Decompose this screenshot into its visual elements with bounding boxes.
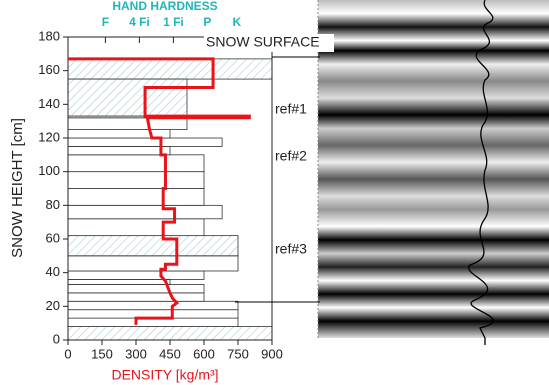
hardness-layer — [68, 118, 187, 130]
hardness-layer — [68, 293, 204, 301]
hardness-layer — [68, 327, 272, 340]
hardness-tick-label: F — [102, 15, 109, 29]
x-tick-label: 150 — [91, 346, 113, 361]
hardness-layer — [68, 59, 272, 79]
y-tick-label: 0 — [53, 331, 60, 346]
hardness-layer — [68, 256, 238, 271]
y-tick-label: 40 — [46, 264, 60, 279]
y-tick-label: 100 — [38, 163, 60, 178]
x-tick-label: 600 — [193, 346, 215, 361]
hardness-tick-label: 4 Fi — [129, 15, 150, 29]
y-tick-label: 80 — [46, 197, 60, 212]
hardness-layer — [68, 219, 204, 236]
y-tick-label: 140 — [38, 96, 60, 111]
hardness-layer — [68, 284, 204, 292]
hardness-tick-label: P — [203, 15, 211, 29]
x-tick-label: 750 — [227, 346, 249, 361]
hardness-tick-label: K — [233, 15, 242, 29]
annotation: ref#3 — [275, 241, 307, 257]
chart: HAND HARDNESS SNOW HEIGHT [cm] DENSITY [… — [0, 0, 549, 385]
x-tick-label: 450 — [159, 346, 181, 361]
hardness-layer — [68, 279, 170, 284]
x-axis-label: DENSITY [kg/m³] — [111, 367, 218, 383]
hardness-layer — [68, 205, 222, 218]
hardness-layer — [68, 189, 204, 206]
hardness-layer — [68, 301, 238, 309]
hardness-layer — [68, 79, 187, 116]
hardness-tick-label: 1 Fi — [163, 15, 184, 29]
y-axis-label: SNOW HEIGHT [cm] — [9, 118, 26, 258]
y-tick-label: 20 — [46, 298, 60, 313]
x-tick-label: 0 — [64, 346, 71, 361]
y-tick-label: 60 — [46, 230, 60, 245]
y-tick-label: 120 — [38, 129, 60, 144]
annotation: ref#2 — [275, 148, 307, 164]
radar-image — [318, 0, 549, 338]
annotation: ref#1 — [275, 101, 307, 117]
hardness-layer — [68, 236, 238, 256]
y-tick-label: 160 — [38, 62, 60, 77]
hardness-layer — [68, 271, 204, 279]
hardness-layer — [68, 138, 222, 146]
x-tick-label: 900 — [261, 346, 283, 361]
hardness-layer — [68, 146, 170, 154]
annotation: SNOW SURFACE — [206, 34, 320, 50]
y-tick-label: 180 — [38, 28, 60, 43]
top-axis-title: HAND HARDNESS — [112, 0, 217, 13]
x-tick-label: 300 — [125, 346, 147, 361]
hardness-layer — [68, 172, 204, 189]
hardness-layer — [68, 155, 204, 172]
